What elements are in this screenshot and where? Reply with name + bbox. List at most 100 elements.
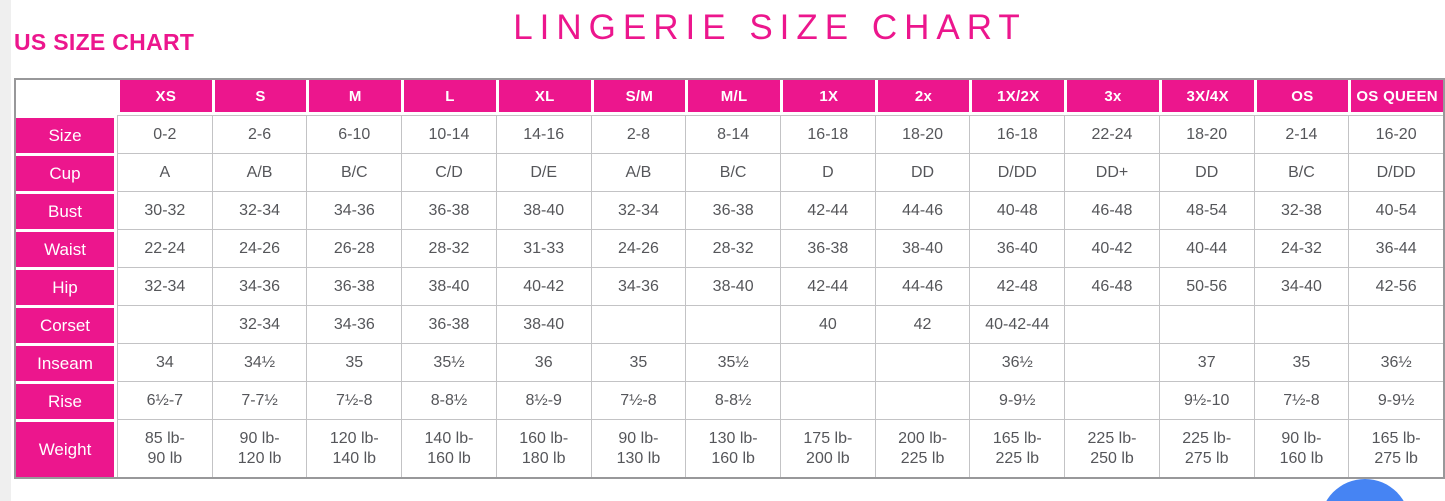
data-cell: 0-2 [117, 115, 212, 153]
data-cell: 40-42 [495, 267, 591, 305]
page-left-edge [0, 0, 11, 501]
data-cell: 8-8½ [401, 381, 496, 419]
data-cell: 42-44 [780, 267, 875, 305]
data-cell: 30-32 [117, 191, 212, 229]
us-size-chart-label: US SIZE CHART [14, 29, 195, 55]
col-header-cell: 1X/2X [969, 80, 1065, 115]
data-cell: 8-8½ [685, 381, 780, 419]
page-title: LINGERIE SIZE CHART [513, 8, 1027, 47]
data-cell: 35 [590, 343, 686, 381]
data-cell: 85 lb- 90 lb [117, 419, 212, 477]
row-header-cell: Rise [16, 381, 117, 419]
data-cell: 32-34 [211, 191, 307, 229]
data-cell: 18-20 [874, 115, 970, 153]
data-cell: 28-32 [401, 229, 496, 267]
col-header-cell: 1X [780, 80, 875, 115]
data-cell: 42-48 [969, 267, 1065, 305]
data-cell: 7-7½ [211, 381, 307, 419]
row-header-cell: Bust [16, 191, 117, 229]
data-cell: 16-20 [1348, 115, 1443, 153]
data-cell: 165 lb- 225 lb [969, 419, 1065, 477]
data-cell: 18-20 [1158, 115, 1254, 153]
data-cell: 32-34 [211, 305, 307, 343]
data-cell: 36-44 [1348, 229, 1443, 267]
data-cell: 50-56 [1158, 267, 1254, 305]
data-cell [590, 305, 686, 343]
data-cell: 35 [1253, 343, 1349, 381]
data-cell: 26-28 [306, 229, 402, 267]
data-cell: 24-26 [211, 229, 307, 267]
data-cell: 16-18 [969, 115, 1065, 153]
data-cell: A/B [590, 153, 686, 191]
col-header-cell: OS QUEEN [1348, 80, 1443, 115]
data-cell: 36-38 [401, 191, 496, 229]
data-cell: 35½ [401, 343, 496, 381]
data-cell: 36-38 [780, 229, 875, 267]
data-cell [685, 305, 780, 343]
data-cell: 36-38 [401, 305, 496, 343]
data-cell: 36½ [969, 343, 1065, 381]
data-cell: 7½-8 [306, 381, 402, 419]
data-cell: 2-14 [1253, 115, 1349, 153]
data-cell: 16-18 [780, 115, 875, 153]
col-header-cell: S [211, 80, 307, 115]
data-cell: 175 lb- 200 lb [780, 419, 875, 477]
data-cell: 165 lb- 275 lb [1348, 419, 1443, 477]
data-cell: A [117, 153, 212, 191]
data-cell: 38-40 [874, 229, 970, 267]
data-cell: 46-48 [1064, 191, 1159, 229]
row-header-cell: Weight [16, 419, 117, 477]
data-cell [1064, 381, 1159, 419]
data-cell: 34-36 [590, 267, 686, 305]
data-cell: 48-54 [1158, 191, 1254, 229]
row-header-cell: Cup [16, 153, 117, 191]
data-cell: 22-24 [1064, 115, 1159, 153]
data-cell [1158, 305, 1254, 343]
col-header-cell: 3X/4X [1158, 80, 1254, 115]
col-header-cell: M/L [685, 80, 780, 115]
col-header-cell: S/M [590, 80, 686, 115]
data-cell: 36-38 [685, 191, 780, 229]
data-cell: 130 lb- 160 lb [685, 419, 780, 477]
data-cell: 37 [1158, 343, 1254, 381]
data-cell: 7½-8 [590, 381, 686, 419]
col-header-cell: OS [1253, 80, 1349, 115]
data-cell [1348, 305, 1443, 343]
data-cell: 24-26 [590, 229, 686, 267]
row-header-cell: Hip [16, 267, 117, 305]
data-cell [780, 381, 875, 419]
data-cell: C/D [401, 153, 496, 191]
data-cell: 40-42-44 [969, 305, 1065, 343]
data-cell: 40 [780, 305, 875, 343]
data-cell: 38-40 [495, 305, 591, 343]
data-cell [874, 343, 970, 381]
data-cell: DD+ [1064, 153, 1159, 191]
data-cell: 10-14 [401, 115, 496, 153]
data-cell: 40-42 [1064, 229, 1159, 267]
data-cell: 36 [495, 343, 591, 381]
data-cell: D [780, 153, 875, 191]
data-cell: 2-6 [211, 115, 307, 153]
data-cell: 44-46 [874, 267, 970, 305]
size-chart-table-wrapper: XS S M L XL S/M M/L 1X 2x 1X/2X 3x 3X/4X OS OS QUEEN S… [14, 78, 1445, 479]
data-cell: 36-38 [306, 267, 402, 305]
chat-widget-button[interactable] [1320, 479, 1410, 501]
data-cell: 36-40 [969, 229, 1065, 267]
data-cell: 42 [874, 305, 970, 343]
data-cell: 6-10 [306, 115, 402, 153]
data-cell: 42-56 [1348, 267, 1443, 305]
data-cell: 44-46 [874, 191, 970, 229]
corner-cell [16, 80, 117, 115]
data-cell: 9-9½ [969, 381, 1065, 419]
data-cell: 225 lb- 250 lb [1064, 419, 1159, 477]
data-cell: 140 lb- 160 lb [401, 419, 496, 477]
data-cell: D/DD [969, 153, 1065, 191]
data-cell: 38-40 [401, 267, 496, 305]
data-cell: 34-36 [211, 267, 307, 305]
data-cell: 32-34 [117, 267, 212, 305]
data-cell: 42-44 [780, 191, 875, 229]
data-cell: 90 lb- 120 lb [211, 419, 307, 477]
data-cell: 160 lb- 180 lb [495, 419, 591, 477]
data-cell: 40-44 [1158, 229, 1254, 267]
data-cell [1064, 343, 1159, 381]
